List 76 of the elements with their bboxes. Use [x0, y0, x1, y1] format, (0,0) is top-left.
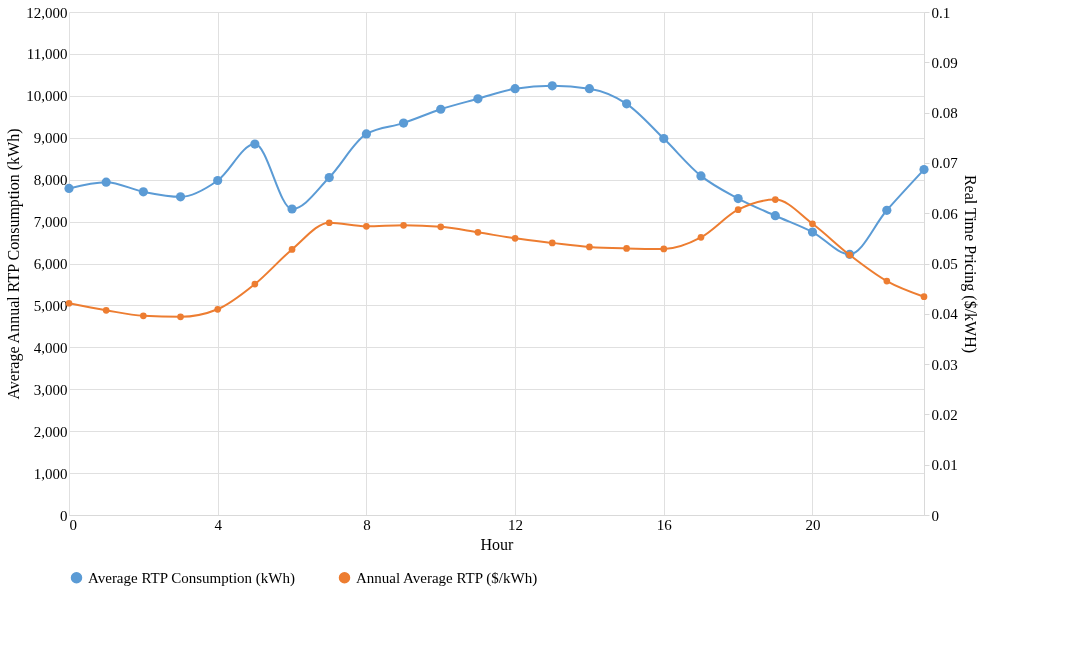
point — [807, 227, 818, 237]
y-tick-label: 12,000 — [26, 4, 68, 21]
point — [363, 222, 370, 230]
point — [696, 171, 706, 181]
point — [622, 99, 632, 109]
y2-tick-label: 0.06 — [931, 205, 959, 222]
point — [584, 84, 595, 94]
point — [659, 133, 669, 144]
point — [660, 245, 668, 253]
y-tick-label: 5,000 — [33, 297, 68, 314]
y2-tick-label: 0.08 — [931, 105, 958, 122]
point — [511, 235, 519, 242]
point — [547, 81, 557, 91]
y2-tick-label: 0.01 — [931, 457, 958, 474]
legend-label: Annual Average RTP ($/kWh) — [356, 569, 538, 587]
point — [733, 193, 743, 204]
legend-label: Average RTP Consumption (kWh) — [88, 569, 295, 587]
x-axis-title: Hour — [480, 535, 515, 553]
point — [437, 223, 445, 231]
point — [213, 175, 223, 186]
point — [175, 192, 186, 202]
y-tick-label: 9,000 — [33, 130, 68, 147]
y2-tick-label: 0.02 — [931, 406, 958, 423]
y-tick-label: 4,000 — [33, 339, 68, 356]
x-tick-label: 16 — [656, 516, 673, 533]
x-tick-label: 4 — [214, 516, 223, 533]
point — [474, 228, 482, 236]
point — [510, 84, 520, 94]
y-tick-label: 10,000 — [26, 88, 68, 105]
y-tick-label: 2,000 — [33, 423, 68, 440]
y-tick-label: 11,000 — [26, 46, 68, 63]
point — [623, 245, 630, 252]
y-tick-label: 1,000 — [33, 465, 68, 482]
point — [809, 220, 816, 228]
point — [771, 196, 779, 203]
point — [883, 277, 891, 285]
x-tick-label: 20 — [805, 516, 821, 533]
point — [436, 104, 446, 114]
y2-tick-label: 0.07 — [931, 155, 959, 172]
point — [177, 313, 184, 321]
point — [473, 94, 483, 104]
y2-tick-label: 0.03 — [931, 356, 958, 373]
point — [361, 129, 371, 139]
point — [325, 219, 333, 227]
y-tick-label: 6,000 — [33, 256, 68, 272]
y-axis-title: Average Annual RTP Consumption (kWh) — [5, 128, 24, 400]
point — [920, 293, 928, 301]
point — [102, 306, 110, 314]
point — [400, 221, 407, 229]
x-tick-label: 12 — [508, 516, 524, 533]
point — [919, 165, 929, 175]
y2-tick-label: 0.05 — [931, 256, 958, 272]
point — [251, 280, 259, 288]
y-tick-label: 3,000 — [33, 381, 68, 398]
point — [288, 246, 296, 253]
point — [697, 234, 705, 241]
point — [324, 172, 334, 183]
y-tick-label: 8,000 — [33, 172, 68, 189]
point — [101, 177, 111, 187]
y2-tick-label: 0.09 — [931, 54, 958, 71]
y-tick-label: 7,000 — [33, 214, 68, 231]
point — [548, 239, 556, 247]
y2-axis-title: Real Time Pricing ($/kWH) — [960, 174, 979, 354]
y2-tick-label: 0.04 — [931, 306, 959, 323]
point — [586, 243, 593, 251]
point — [139, 312, 147, 320]
x-tick-label: 8 — [363, 516, 371, 533]
point — [770, 211, 780, 221]
point — [214, 305, 222, 313]
point — [398, 118, 409, 128]
point — [734, 206, 742, 214]
point — [287, 204, 297, 214]
point — [250, 139, 260, 149]
point — [138, 187, 148, 197]
y2-tick-label: 0.1 — [931, 4, 951, 21]
point — [882, 205, 892, 215]
